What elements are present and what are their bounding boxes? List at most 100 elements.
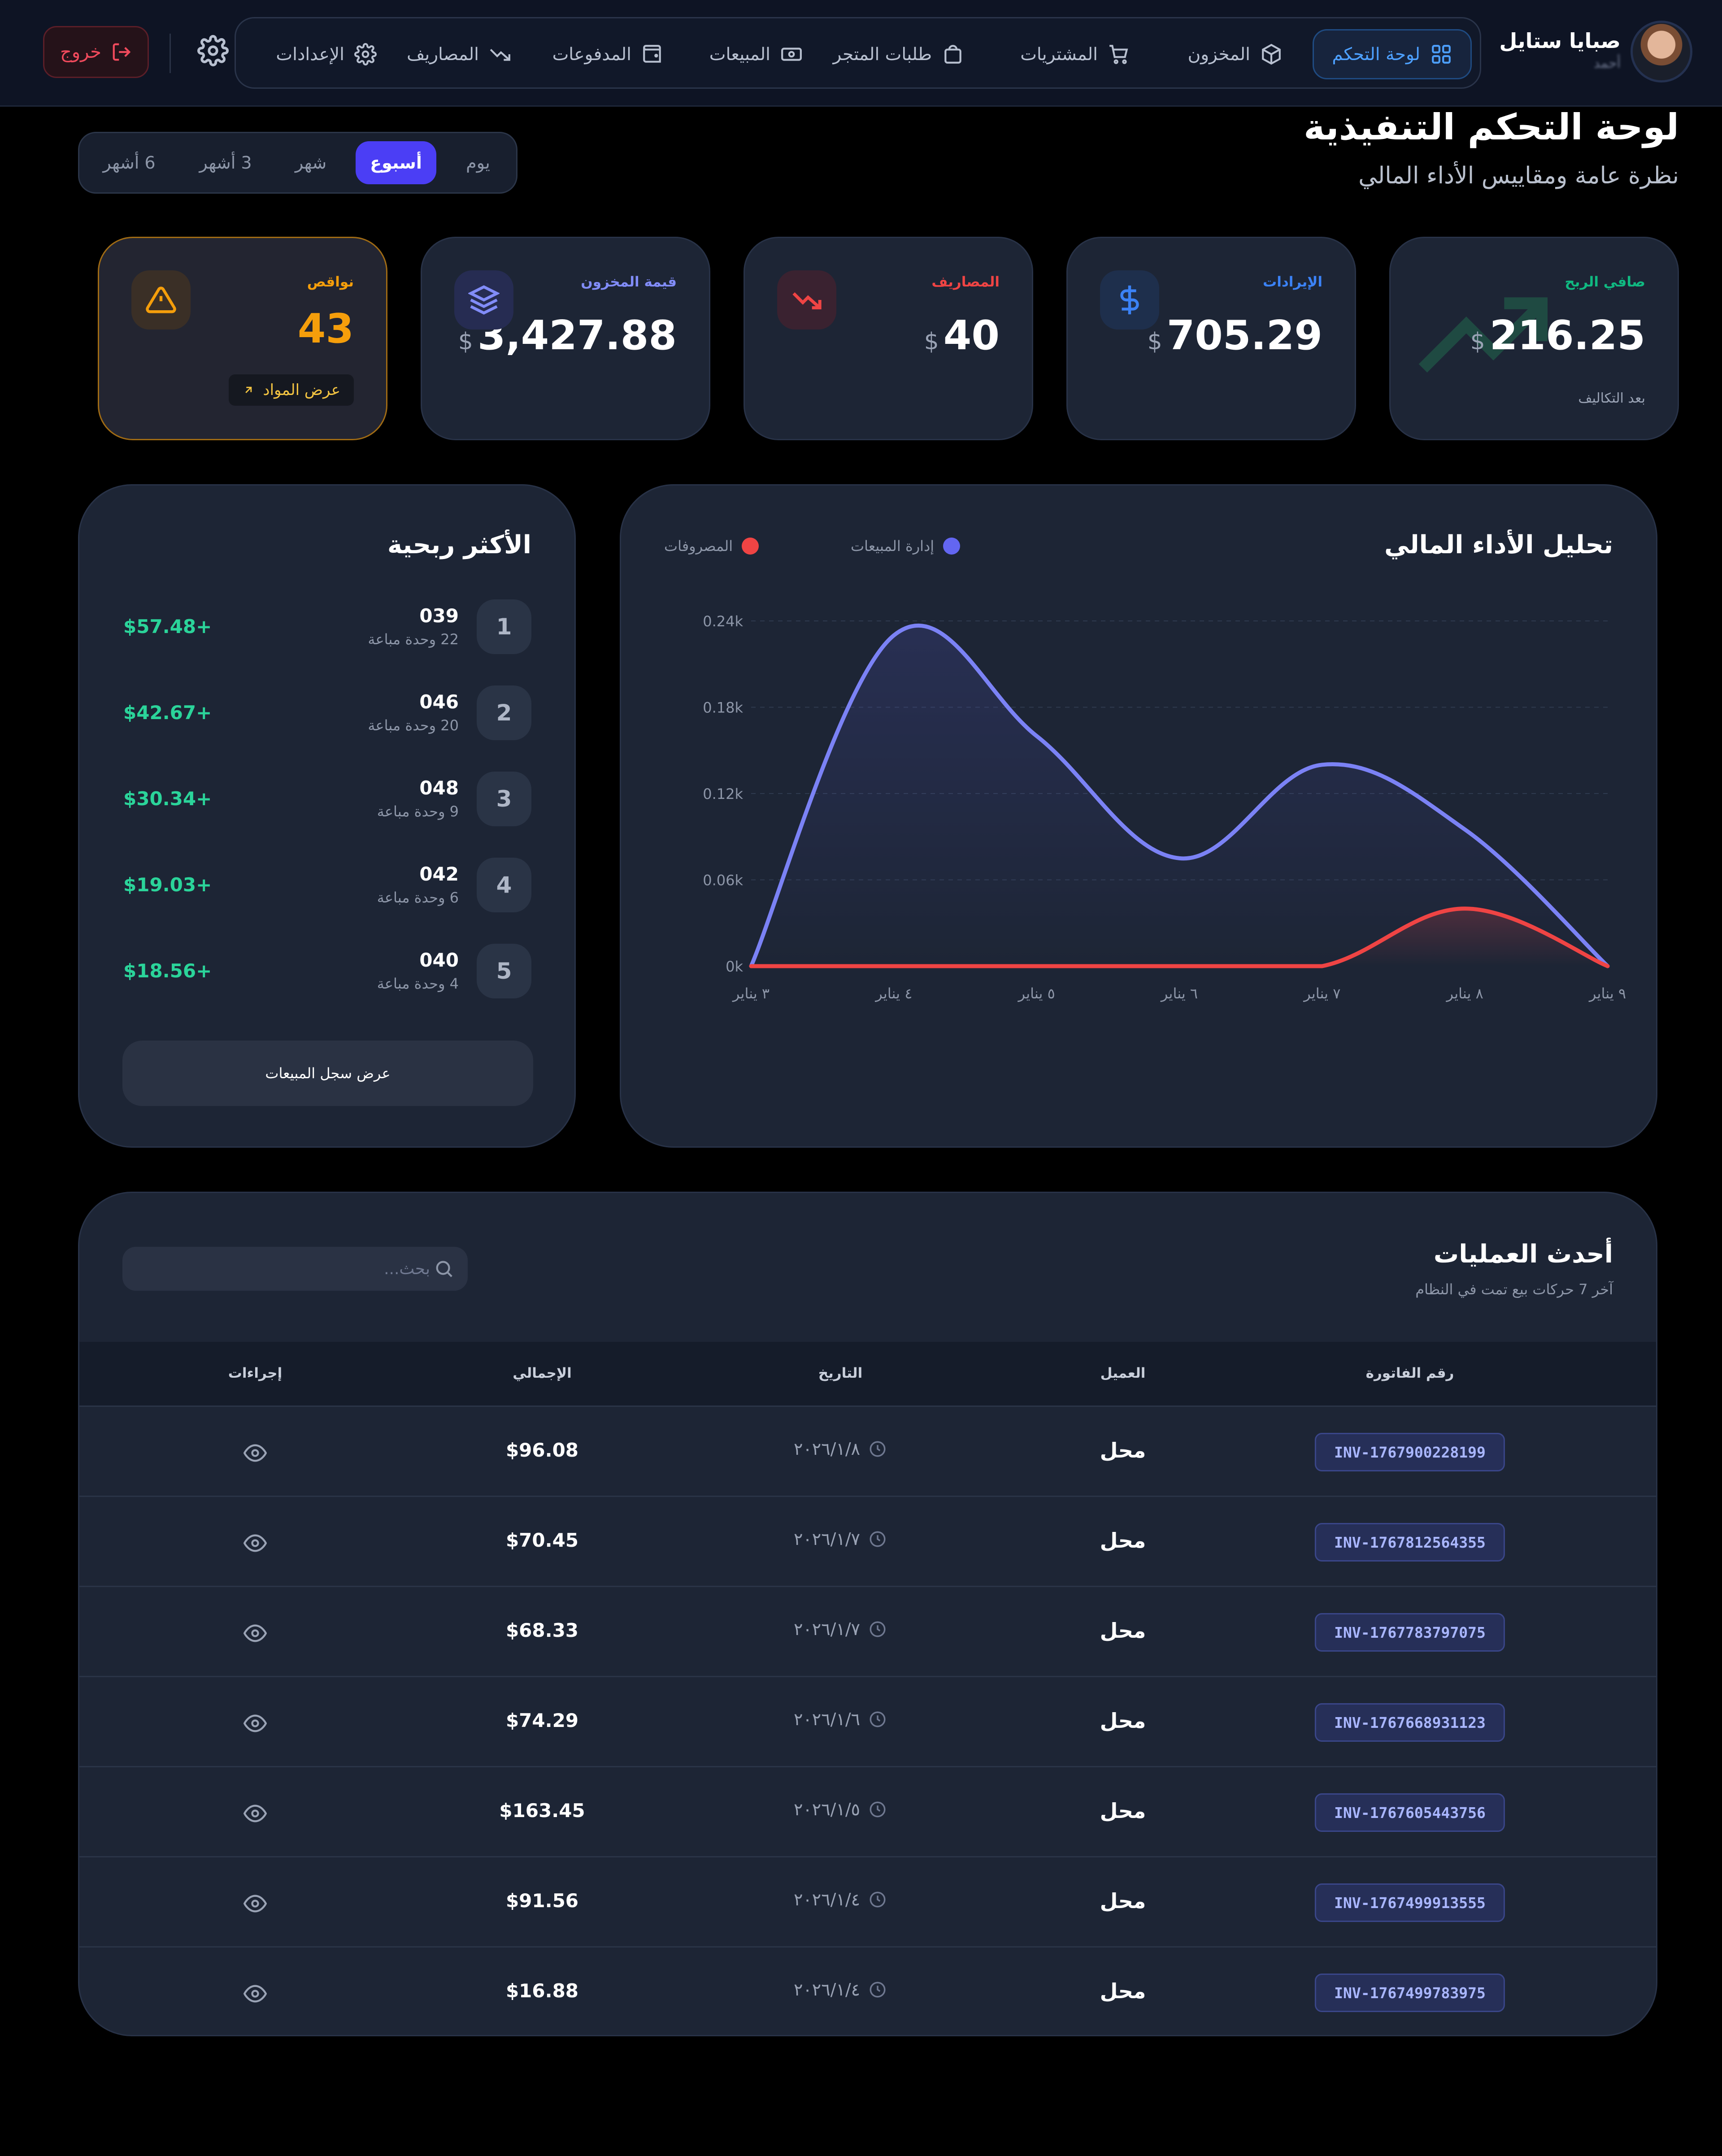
y-tick-label: 0.24k: [703, 613, 743, 630]
invoice-number-badge[interactable]: INV-1767499783975: [1315, 1974, 1505, 2012]
legend-swatch: [943, 538, 961, 555]
brand: صبايا ستايل أحمد: [1499, 19, 1692, 86]
nav-label: المصاريف: [406, 44, 479, 65]
date-cell: ٢٠٢٦/١/٤: [794, 1890, 887, 1909]
x-tick-label: ٦ يناير: [1160, 985, 1198, 1002]
nav-label: طلبات المتجر: [833, 44, 932, 65]
period-week[interactable]: أسبوع: [356, 141, 436, 184]
rank-badge: 4: [477, 858, 531, 912]
nav-item-sales[interactable]: المبيعات: [691, 29, 821, 79]
period-day[interactable]: يوم: [466, 153, 490, 173]
stat-label: المصاريف: [931, 274, 1000, 290]
top-profitable-title: الأكثر ربحية: [387, 530, 531, 560]
invoice-number-badge[interactable]: INV-1767783797075: [1315, 1613, 1505, 1652]
customer-cell: محل: [1100, 1618, 1146, 1643]
layers-icon: [468, 285, 500, 315]
eye-icon: [244, 1534, 267, 1552]
total-cell: $74.29: [505, 1709, 579, 1731]
product-units: 22 وحدة مباعة: [368, 631, 459, 648]
date-text: ٢٠٢٦/١/٤: [793, 1980, 861, 2000]
product-profit: $57.48+: [123, 616, 212, 638]
view-button[interactable]: [235, 1613, 275, 1653]
invoice-number-badge[interactable]: INV-1767499913555: [1315, 1883, 1505, 1922]
trending-down-icon: [792, 292, 822, 309]
date-cell: ٢٠٢٦/١/٥: [794, 1800, 887, 1819]
warning-icon: [146, 286, 176, 313]
x-tick-label: ٤ يناير: [874, 985, 912, 1002]
legend-sales[interactable]: إدارة المبيعات: [851, 538, 961, 555]
avatar[interactable]: [1631, 21, 1692, 82]
view-sales-log-button[interactable]: عرض سجل المبيعات: [122, 1041, 533, 1106]
x-tick-label: ٧ يناير: [1303, 985, 1340, 1002]
customer-cell: محل: [1100, 1979, 1146, 2003]
stat-label: قيمة المخزون: [581, 274, 677, 290]
period-3-months[interactable]: 3 أشهر: [199, 153, 252, 173]
product-name: 040: [419, 949, 459, 971]
stat-label: صافي الربح: [1565, 274, 1645, 290]
product-profit: $19.03+: [123, 874, 212, 896]
nav-item-purchases[interactable]: المشتريات: [1002, 29, 1148, 79]
table-row: INV-1767499783975 محل ٢٠٢٦/١/٤ $16.88: [79, 1946, 1656, 2035]
nav-label: المخزون: [1187, 44, 1250, 65]
box-icon: [1262, 43, 1281, 65]
search-box: [122, 1247, 468, 1291]
trending-up-watermark-icon: [1418, 297, 1548, 373]
eye-icon: [244, 1624, 267, 1642]
view-button[interactable]: [235, 1703, 275, 1744]
invoice-number-badge[interactable]: INV-1767812564355: [1315, 1523, 1505, 1562]
total-cell: $68.33: [505, 1619, 579, 1641]
nav-item-inventory[interactable]: المخزون: [1170, 29, 1300, 79]
nav-label: المدفوعات: [552, 44, 631, 65]
view-button[interactable]: [235, 1433, 275, 1473]
recent-transactions-panel: أحدث العمليات آخر 7 حركات بيع تمت في الن…: [78, 1192, 1657, 2036]
x-tick-label: ٨ يناير: [1446, 985, 1483, 1002]
nav-item-dashboard[interactable]: لوحة التحكم: [1313, 29, 1472, 79]
view-button[interactable]: [235, 1883, 275, 1924]
date-cell: ٢٠٢٦/١/٤: [794, 1980, 887, 2000]
period-month[interactable]: شهر: [295, 153, 327, 173]
search-input[interactable]: [122, 1259, 430, 1278]
product-units: 4 وحدة مباعة: [377, 975, 459, 992]
nav-menu: لوحة التحكم المخزون المشتريات طلبات المت…: [235, 17, 1481, 89]
clock-icon: [870, 1711, 886, 1727]
nav-item-store-orders[interactable]: طلبات المتجر: [815, 29, 982, 79]
series-area: [751, 908, 1608, 966]
product-profit: $18.56+: [123, 960, 212, 982]
view-button[interactable]: [235, 1523, 275, 1563]
clock-icon: [870, 1801, 886, 1818]
product-profit: $42.67+: [123, 702, 212, 724]
logout-button[interactable]: خروج: [43, 26, 149, 78]
logout-icon: [113, 43, 131, 61]
table-row: INV-1767605443756 محل ٢٠٢٦/١/٥ $163.45: [79, 1766, 1656, 1856]
stat-value-number: 40: [943, 312, 1000, 359]
product-name: 039: [419, 605, 459, 627]
y-tick-label: 0.12k: [703, 785, 743, 803]
nav-item-settings[interactable]: الإعدادات: [258, 29, 395, 79]
y-tick-label: 0k: [726, 958, 743, 975]
rank-badge: 3: [477, 772, 531, 826]
clock-icon: [870, 1621, 886, 1637]
invoice-number-badge[interactable]: INV-1767900228199: [1315, 1433, 1505, 1471]
view-button[interactable]: [235, 1793, 275, 1834]
stat-value: $216.25: [1470, 312, 1645, 359]
y-tick-label: 0.18k: [703, 699, 743, 716]
area-chart: 0k 0.06k 0.12k 0.18k 0.24k ٣ يناير ٤ يناير ٥ ين…: [703, 613, 1626, 1002]
product-name: 042: [419, 863, 459, 885]
date-text: ٢٠٢٦/١/٧: [793, 1529, 861, 1549]
nav-item-payments[interactable]: المدفوعات: [535, 29, 682, 79]
invoice-number-badge[interactable]: INV-1767668931123: [1315, 1703, 1505, 1742]
clock-icon: [870, 1531, 886, 1547]
arrow-up-right-icon: [245, 386, 252, 393]
view-items-button[interactable]: عرض المواد: [229, 374, 354, 406]
clock-icon: [870, 1982, 886, 1998]
settings-gear-icon[interactable]: [197, 35, 229, 66]
period-selector: يوم أسبوع شهر 3 أشهر 6 أشهر: [78, 132, 517, 194]
nav-item-expenses[interactable]: المصاريف: [389, 29, 529, 79]
date-cell: ٢٠٢٦/١/٧: [794, 1529, 887, 1549]
top-profitable-panel: الأكثر ربحية 1 039 22 وحدة مباعة $57.48+…: [78, 484, 576, 1148]
legend-expenses[interactable]: المصروفات: [664, 538, 759, 555]
period-6-months[interactable]: 6 أشهر: [103, 153, 156, 173]
date-cell: ٢٠٢٦/١/٦: [794, 1709, 887, 1729]
view-button[interactable]: [235, 1974, 275, 2014]
invoice-number-badge[interactable]: INV-1767605443756: [1315, 1793, 1505, 1832]
